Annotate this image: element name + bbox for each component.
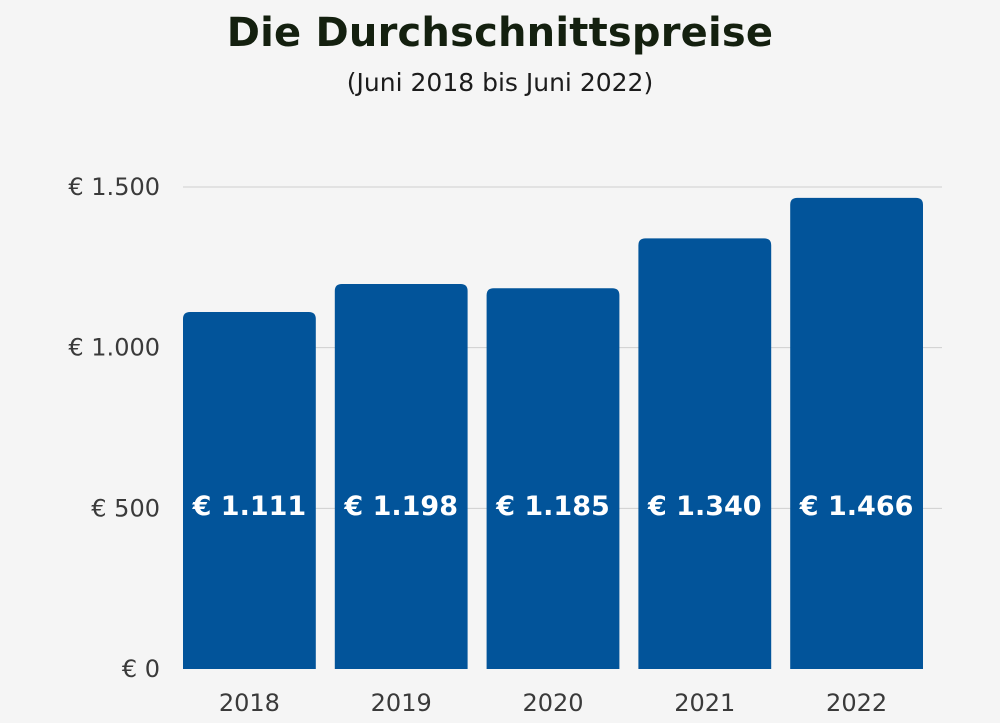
bar xyxy=(334,284,468,669)
x-tick-label: 2020 xyxy=(522,689,583,717)
y-tick-label: € 1.500 xyxy=(68,173,160,201)
x-tick-label: 2021 xyxy=(674,689,735,717)
bar xyxy=(790,197,923,669)
bar xyxy=(486,288,620,669)
bar-value-label: € 1.185 xyxy=(495,491,610,522)
bar xyxy=(638,238,772,669)
bar xyxy=(183,311,316,669)
chart-subtitle: (Juni 2018 bis Juni 2022) xyxy=(346,68,654,97)
bar-value-label: € 1.111 xyxy=(192,491,307,522)
bar-value-label: € 1.466 xyxy=(799,491,914,522)
y-tick-label: € 500 xyxy=(91,494,160,522)
bar-value-label: € 1.340 xyxy=(647,491,762,522)
bar-value-label: € 1.198 xyxy=(343,491,458,522)
x-tick-label: 2019 xyxy=(371,689,432,717)
y-tick-label: € 1.000 xyxy=(68,334,160,362)
x-tick-label: 2018 xyxy=(219,689,280,717)
chart-title: Die Durchschnittspreise xyxy=(226,10,774,56)
x-tick-label: 2022 xyxy=(826,689,887,717)
y-tick-label: € 0 xyxy=(122,655,160,683)
